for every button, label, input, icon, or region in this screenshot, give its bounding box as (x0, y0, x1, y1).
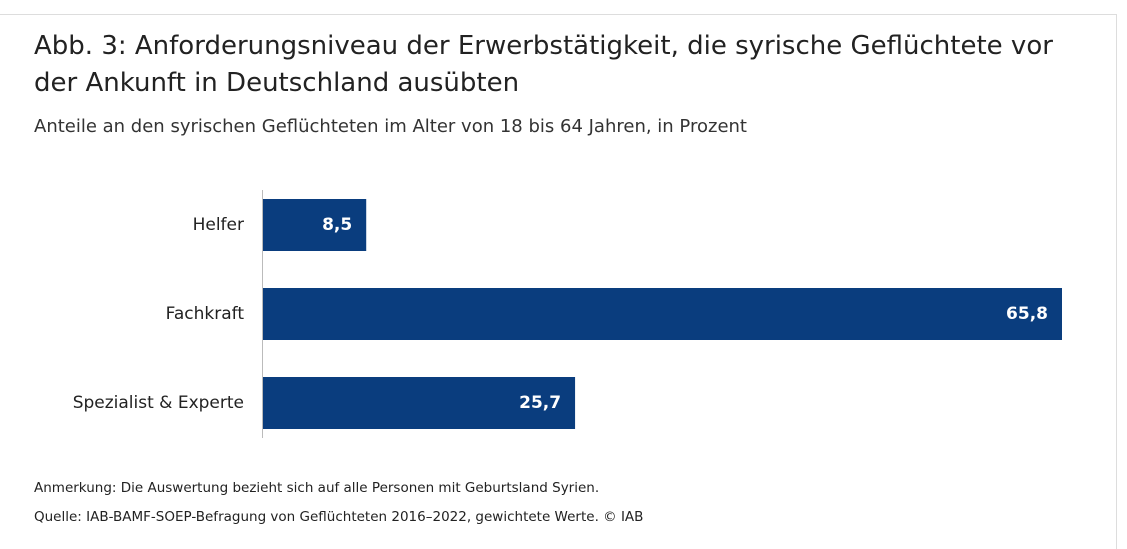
chart-subtitle: Anteile an den syrischen Geflüchteten im… (34, 116, 747, 137)
category-label: Spezialist & Experte (73, 393, 244, 413)
note: Anmerkung: Die Auswertung bezieht sich a… (34, 480, 600, 496)
chart-title: Abb. 3: Anforderungsniveau der Erwerbstä… (34, 31, 1053, 98)
category-label: Helfer (193, 215, 244, 235)
source: Quelle: IAB-BAMF-SOEP-Befragung von Gefl… (34, 509, 644, 525)
bar (263, 288, 1062, 340)
value-label: 8,5 (322, 215, 352, 235)
category-label: Fachkraft (166, 304, 245, 324)
value-label: 65,8 (1006, 304, 1048, 324)
bar (263, 199, 367, 251)
bar (263, 377, 576, 429)
value-label: 25,7 (519, 393, 561, 413)
card (0, 14, 1117, 549)
